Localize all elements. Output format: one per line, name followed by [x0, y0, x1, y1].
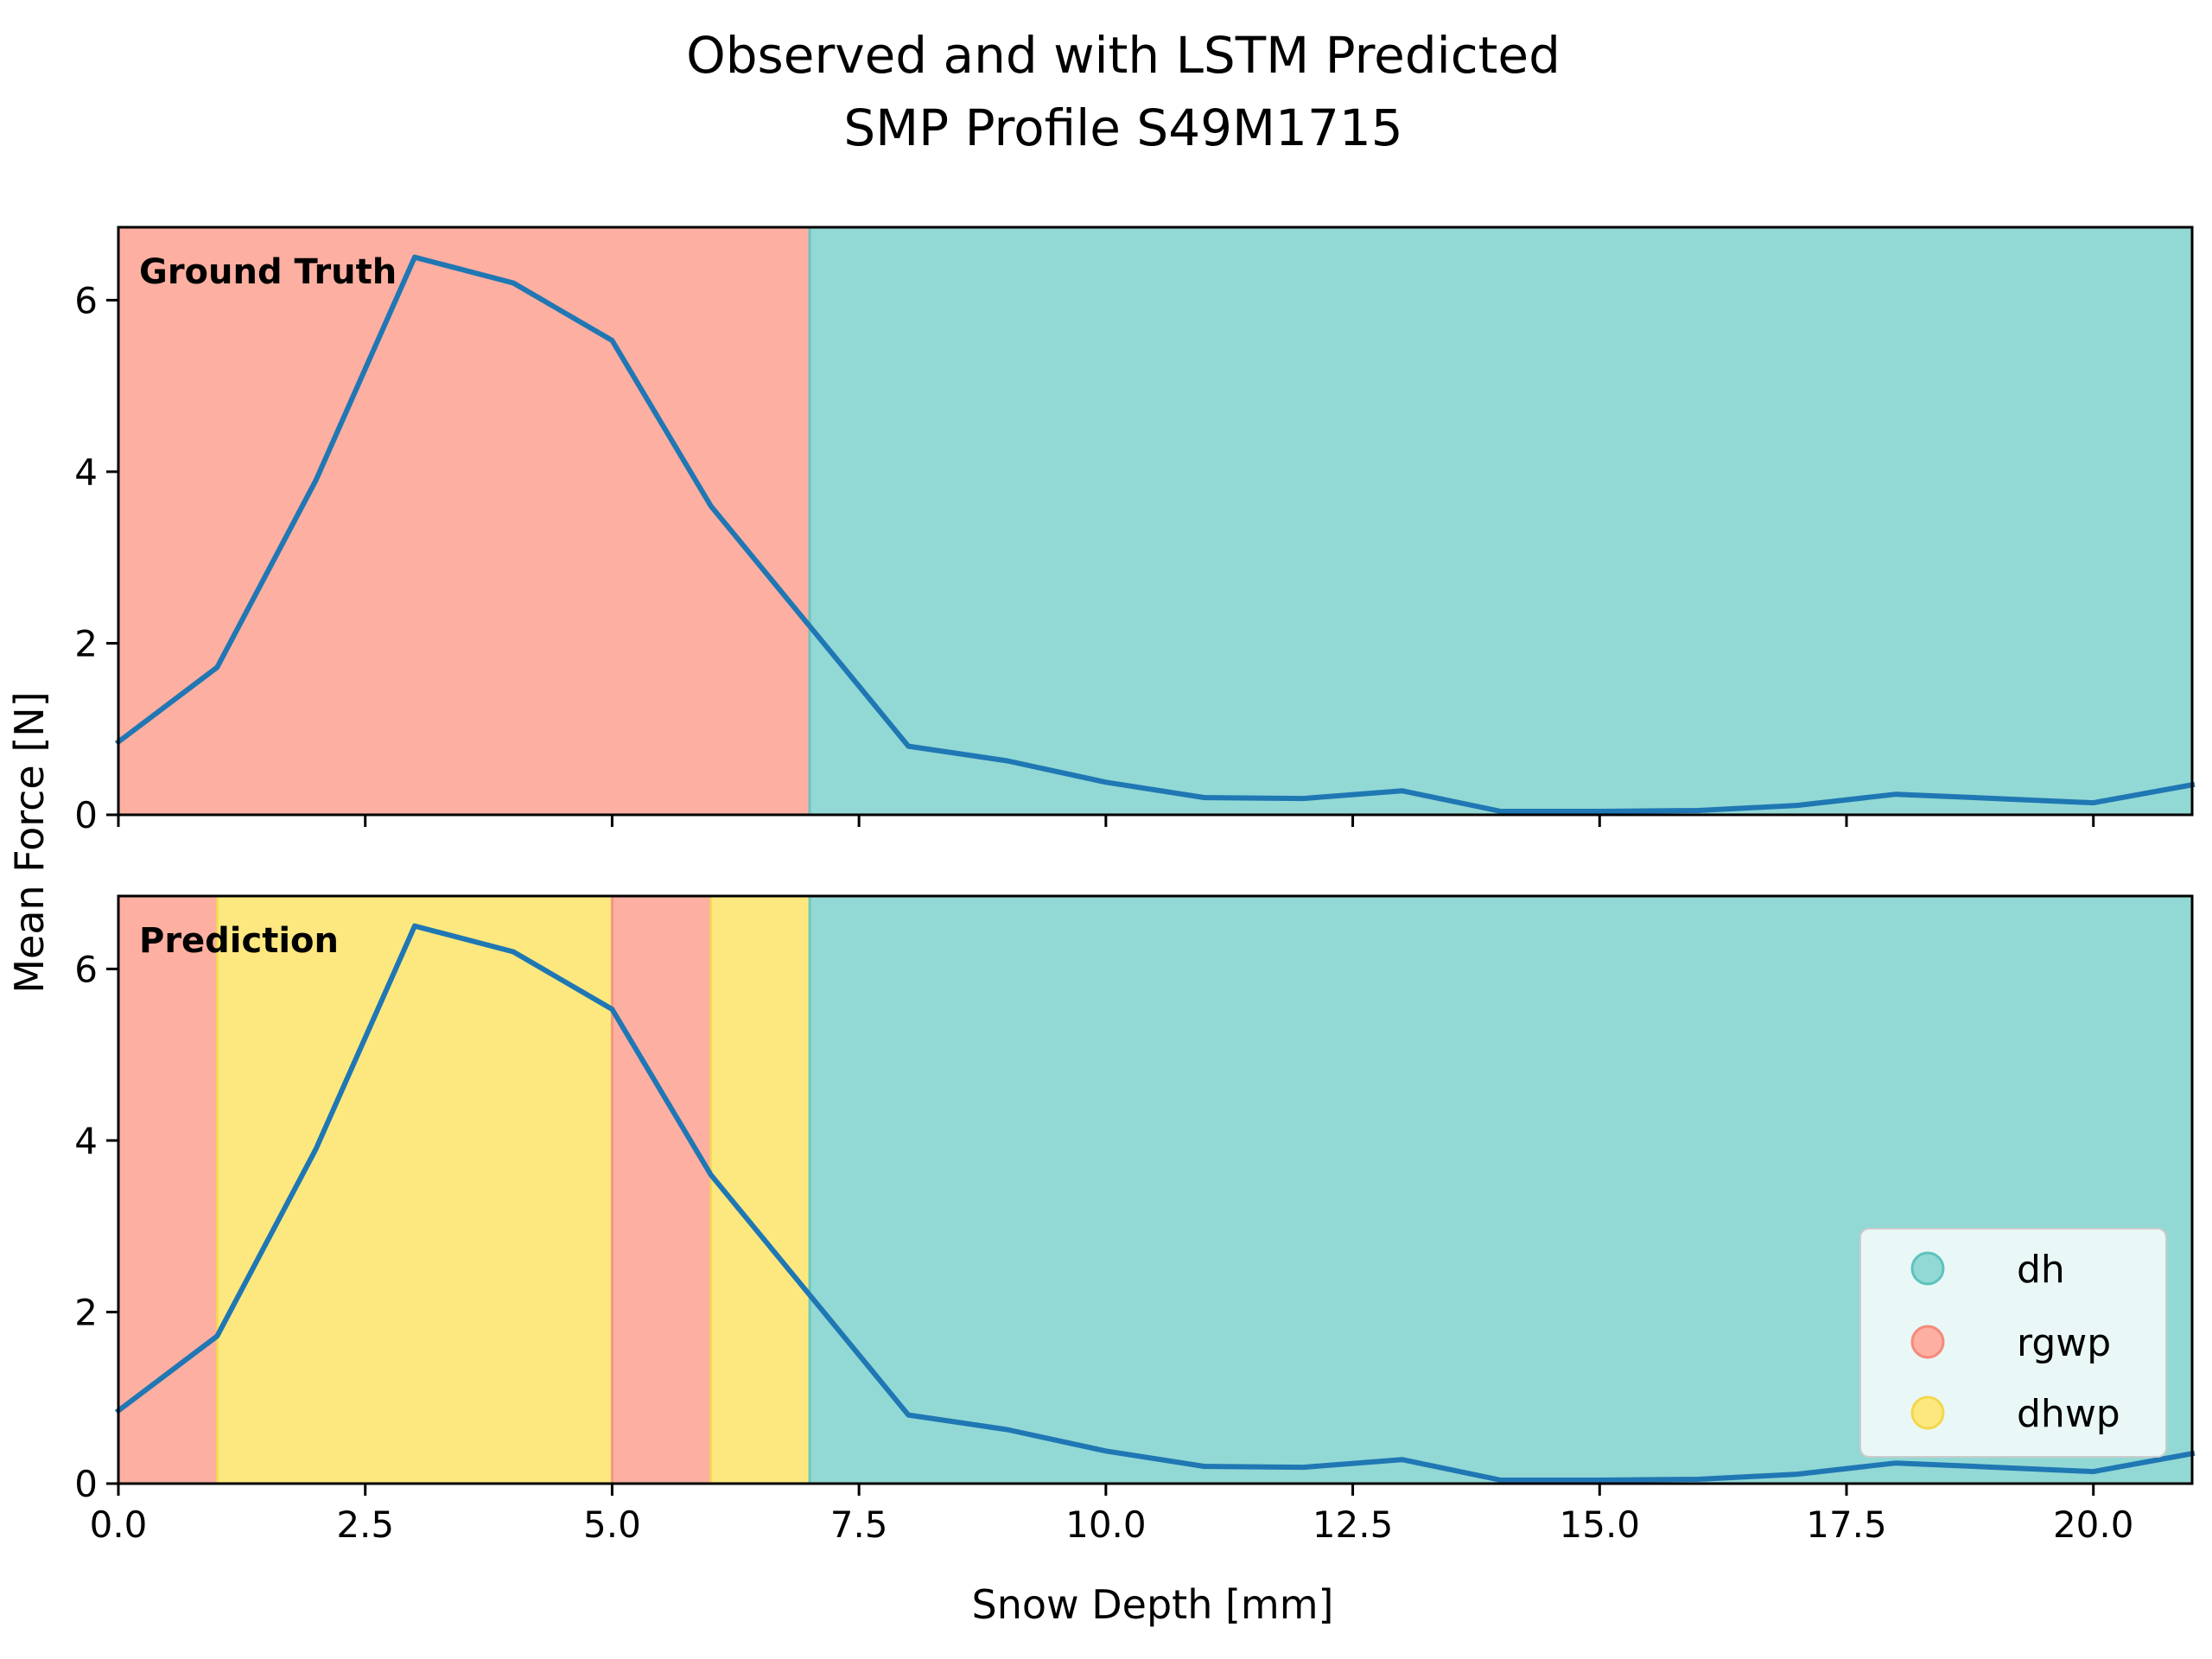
- legend-label-rgwp: rgwp: [2017, 1321, 2111, 1365]
- y-tick-label: 2: [74, 622, 98, 664]
- mean-force-line: [114, 254, 2196, 814]
- y-tick-label: 4: [74, 1120, 98, 1162]
- legend-item-rgwp: rgwp: [1910, 1321, 2111, 1365]
- y-tick-label: 4: [74, 451, 98, 493]
- y-axis-label: Mean Force [N]: [6, 691, 53, 993]
- panel-label: Prediction: [139, 921, 339, 961]
- y-tick-label: 0: [74, 1463, 98, 1505]
- y-tick-label: 6: [74, 279, 98, 321]
- panel-label: Ground Truth: [139, 252, 397, 292]
- prediction-panel: 0 2 4 6 0.0 2.5 5.0 7.5 10.0 12.5 15.0 17.5 20.0 Pred…: [74, 894, 2196, 1546]
- layer-band-rgwp: [612, 896, 711, 1484]
- legend-marker-dh: [1910, 1251, 1945, 1286]
- legend-item-dh: dh: [1910, 1248, 2065, 1292]
- x-tick-label: 5.0: [583, 1503, 641, 1546]
- mean-force-line: [114, 923, 2196, 1483]
- legend-marker-rgwp: [1910, 1325, 1945, 1359]
- x-tick-label: 0.0: [90, 1503, 148, 1546]
- legend-label-dhwp: dhwp: [2017, 1392, 2120, 1436]
- x-tick-label: 7.5: [830, 1503, 888, 1546]
- x-tick-label: 17.5: [1806, 1503, 1887, 1546]
- x-tick-label: 15.0: [1560, 1503, 1641, 1546]
- ground-truth-panel: 0 2 4 6 Ground Truth: [74, 226, 2196, 836]
- x-tick-label: 2.5: [336, 1503, 394, 1546]
- x-tick-label: 12.5: [1313, 1503, 1394, 1546]
- y-tick-label: 2: [74, 1291, 98, 1333]
- x-axis-label: Snow Depth [mm]: [972, 1581, 1334, 1628]
- y-tick-label: 0: [74, 794, 98, 836]
- layer-band-dh: [810, 227, 2192, 815]
- layer-band-rgwp: [118, 896, 218, 1484]
- chart-title-line2: SMP Profile S49M1715: [843, 99, 1402, 157]
- legend: dh rgwp dhwp: [1859, 1228, 2167, 1458]
- plot-frame: [117, 894, 2194, 1485]
- layer-band-rgwp: [118, 227, 810, 815]
- x-tick-label: 20.0: [2053, 1503, 2134, 1546]
- legend-marker-dhwp: [1910, 1395, 1945, 1430]
- chart-title-line1: Observed and with LSTM Predicted: [686, 26, 1560, 85]
- plot-frame: [117, 226, 2194, 817]
- x-tick-label: 10.0: [1065, 1503, 1147, 1546]
- y-tick-label: 6: [74, 948, 98, 990]
- layer-band-dhwp: [217, 896, 613, 1484]
- layer-band-dhwp: [710, 896, 810, 1484]
- legend-frame: [1859, 1228, 2167, 1458]
- legend-item-dhwp: dhwp: [1910, 1392, 2120, 1436]
- legend-label-dh: dh: [2017, 1248, 2065, 1292]
